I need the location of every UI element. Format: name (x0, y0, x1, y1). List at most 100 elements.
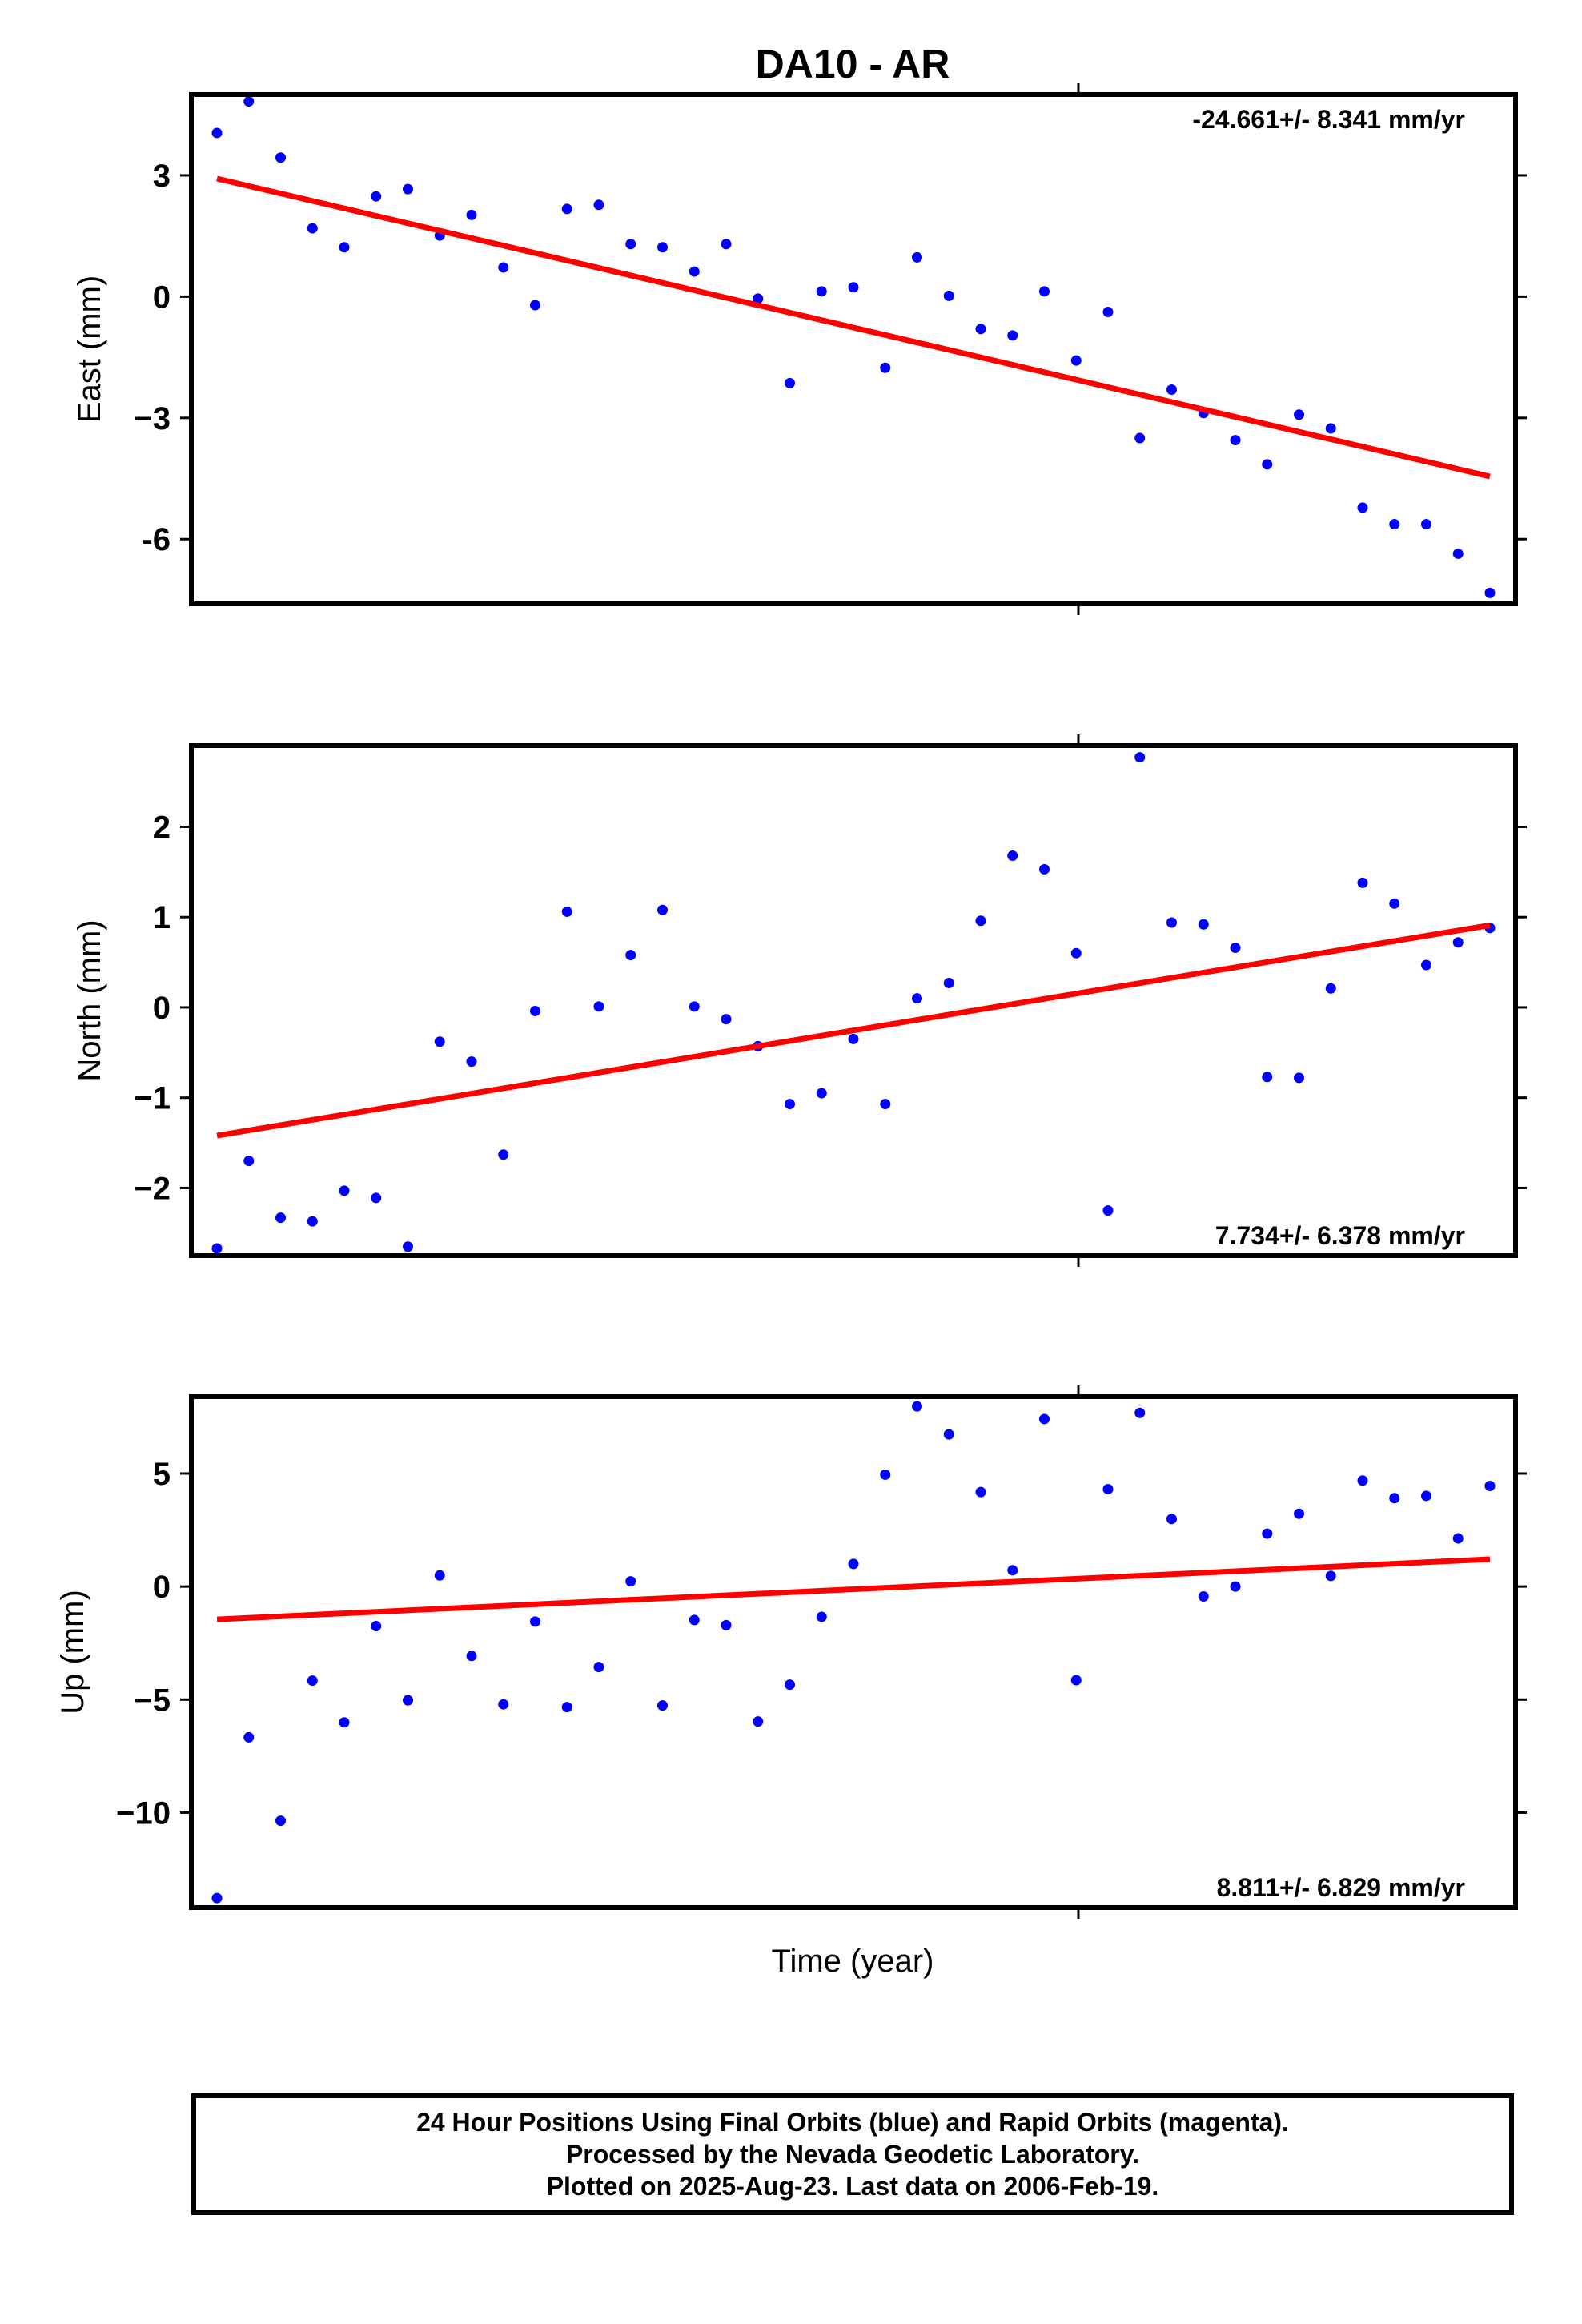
up-data-point (625, 1576, 636, 1587)
up-data-point (1421, 1490, 1431, 1502)
north-data-point (275, 1212, 286, 1224)
east-data-point (1484, 587, 1496, 598)
east-data-point (1325, 423, 1336, 434)
north-data-point (1166, 917, 1177, 928)
up-data-point (1389, 1493, 1400, 1504)
east-ytick-label: -6 (142, 522, 171, 557)
east-ytick-label: 3 (153, 159, 171, 194)
up-data-point (243, 1731, 255, 1743)
up-data-point (1294, 1508, 1304, 1519)
up-data-point (530, 1616, 540, 1627)
up-data-point (1134, 1407, 1146, 1418)
panels: 3 0 −3 -6 -24.661+/- 8.341 mm/yr East (mm) 2 1 0… (55, 83, 1527, 1919)
north-data-point (721, 1014, 732, 1025)
north-ytick-label: 1 (153, 900, 171, 935)
up-ytick-label: 5 (153, 1457, 171, 1492)
footer-line-3: Plotted on 2025-Aug-23. Last data on 200… (546, 2172, 1159, 2201)
north-data-point (434, 1036, 445, 1047)
east-data-point (1102, 307, 1114, 318)
up-data-point (689, 1614, 700, 1626)
north-data-point (625, 950, 636, 961)
up-data-point (1102, 1483, 1114, 1494)
up-data-point (880, 1469, 891, 1480)
north-data-point (1007, 850, 1018, 862)
up-data-point (721, 1619, 732, 1630)
east-data-point (1421, 519, 1431, 530)
north-ytick-label: 2 (153, 810, 171, 845)
up-data-point (1007, 1565, 1018, 1576)
up-fit-line (216, 1556, 1491, 1622)
east-data-point (753, 293, 764, 304)
north-data-point (880, 1099, 891, 1110)
east-data-point (880, 362, 891, 373)
chart-title: DA10 - AR (756, 42, 950, 86)
north-data-point (816, 1088, 827, 1099)
north-ytick-label: −1 (134, 1081, 171, 1116)
north-fit-line (216, 922, 1491, 1139)
up-data-point (434, 1570, 445, 1581)
east-data-point (561, 203, 572, 215)
north-data-point (403, 1241, 413, 1252)
east-data-point (1294, 409, 1304, 420)
north-data-point (848, 1033, 859, 1044)
east-data-point (1134, 432, 1146, 444)
up-data-point (1198, 1591, 1209, 1602)
up-ytick-label: 0 (153, 1570, 171, 1605)
east-data-point (1452, 548, 1464, 559)
north-data-point (1198, 919, 1209, 930)
east-data-point (1230, 435, 1241, 446)
north-data-point (975, 915, 986, 927)
east-panel: 3 0 −3 -6 -24.661+/- 8.341 mm/yr East (mm) (72, 83, 1527, 615)
up-ytick-label: −5 (134, 1683, 171, 1718)
east-data-point (689, 266, 700, 277)
north-data-point (466, 1056, 477, 1068)
east-data-point (848, 282, 859, 293)
up-data-point (912, 1401, 922, 1412)
north-data-point (243, 1156, 255, 1167)
north-ytick-label: 0 (153, 991, 171, 1026)
up-data-point (339, 1717, 350, 1728)
up-data-point (498, 1699, 509, 1710)
north-data-point (1357, 877, 1368, 888)
up-data-point (785, 1679, 795, 1691)
up-data-point (657, 1700, 668, 1711)
north-data-point (1262, 1072, 1273, 1083)
east-data-point (1262, 459, 1273, 470)
east-data-point (943, 290, 954, 301)
up-data-point (593, 1662, 604, 1673)
north-data-point (785, 1099, 795, 1110)
east-data-point (1039, 286, 1050, 297)
footer-box: 24 Hour Positions Using Final Orbits (bl… (191, 2093, 1514, 2215)
east-ytick-label: −3 (134, 401, 171, 436)
up-data-point (1070, 1675, 1082, 1686)
up-ytick-label: −10 (116, 1795, 171, 1831)
east-data-point (1389, 519, 1400, 530)
up-data-point (753, 1716, 764, 1727)
up-data-point (1325, 1570, 1336, 1582)
north-data-point (657, 904, 668, 915)
north-data-point (211, 1243, 223, 1254)
north-data-point (1230, 943, 1241, 954)
up-data-point (275, 1815, 286, 1827)
up-data-point (1230, 1581, 1241, 1592)
east-data-point (593, 199, 604, 211)
north-data-point (1039, 863, 1050, 875)
east-data-point (498, 262, 509, 273)
up-data-point (1039, 1413, 1050, 1425)
east-data-point (275, 152, 286, 163)
north-data-point (1325, 983, 1336, 994)
east-axes-frame (189, 92, 1518, 606)
north-ytick-label: −2 (134, 1171, 171, 1206)
north-data-point (689, 1001, 700, 1012)
up-data-point (1357, 1475, 1368, 1486)
east-data-point (816, 286, 827, 297)
east-data-point (307, 223, 318, 234)
east-data-point (1166, 384, 1177, 395)
footer-line-1: 24 Hour Positions Using Final Orbits (bl… (416, 2108, 1289, 2137)
up-rate-label: 8.811+/- 6.829 mm/yr (1217, 1873, 1465, 1902)
east-data-point (211, 127, 223, 139)
east-data-point (1070, 355, 1082, 366)
up-axes-frame (189, 1394, 1518, 1910)
east-data-point (912, 251, 922, 263)
